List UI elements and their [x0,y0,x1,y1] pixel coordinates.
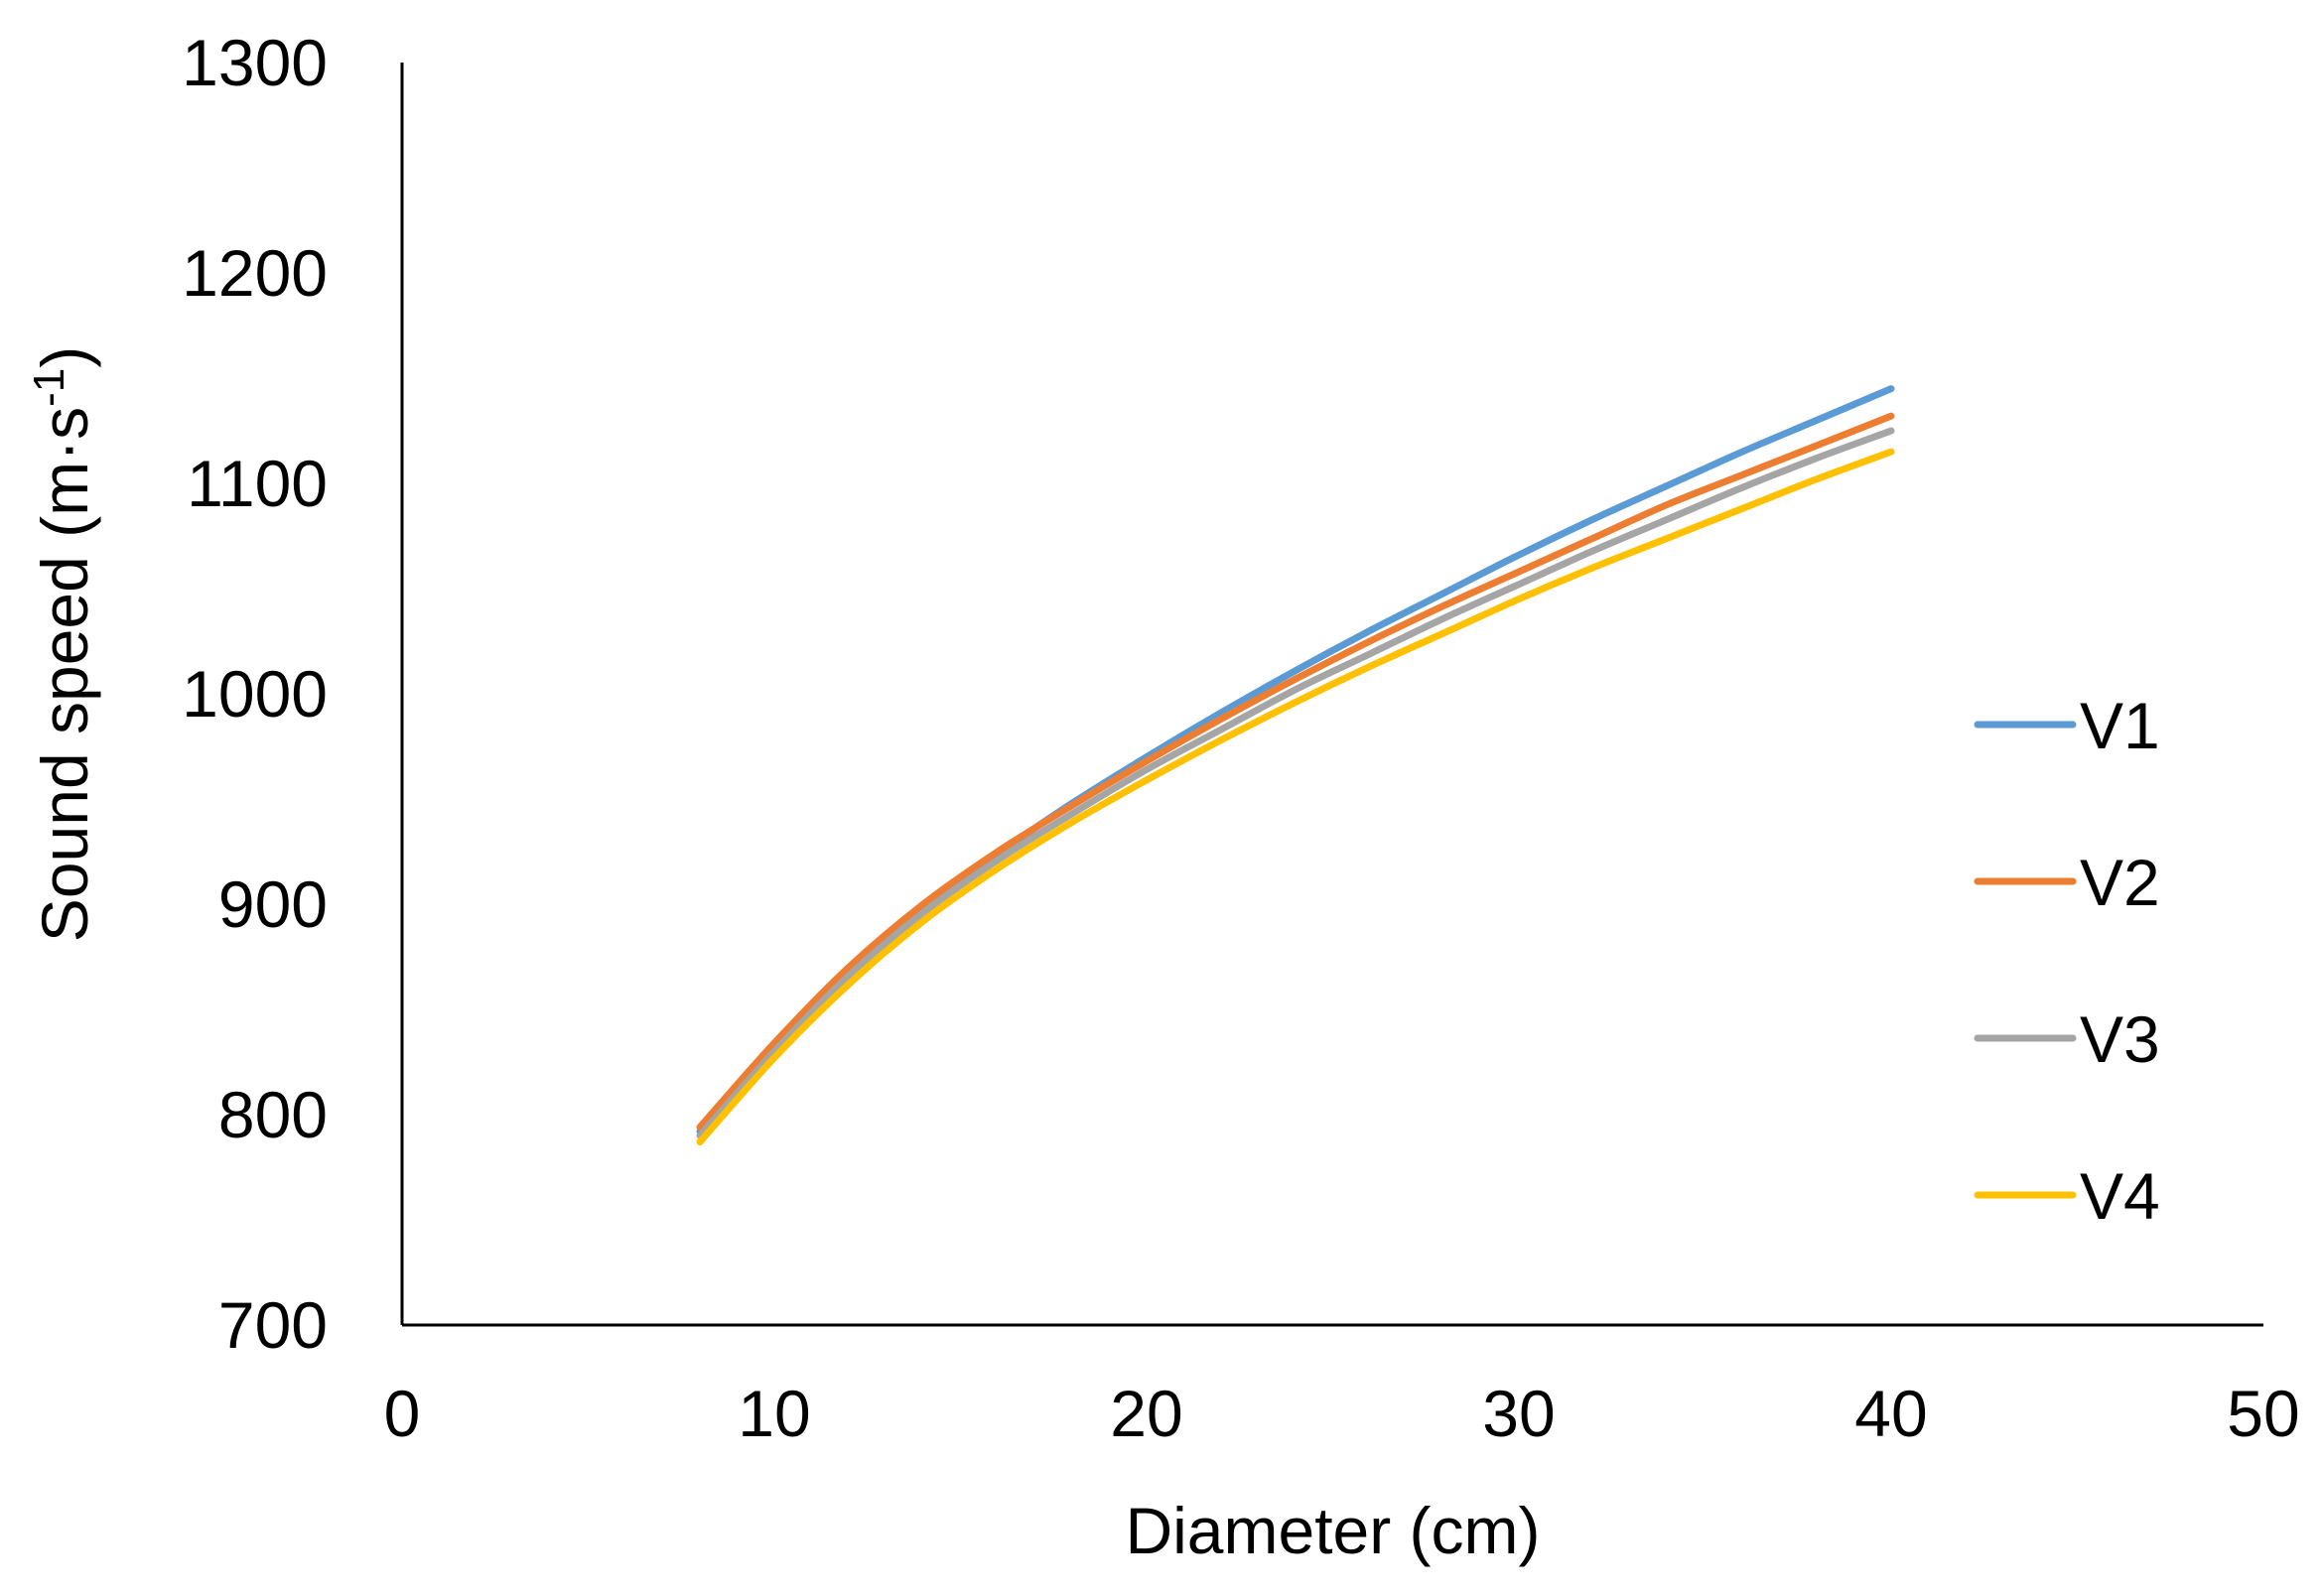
legend: V1 V2 V3 V4 [1974,689,2160,1233]
y-axis-title-superscript: -1 [25,368,73,407]
y-axis-ticks: 700 800 900 1000 1100 1200 1300 [182,26,328,1362]
y-tick-label: 1200 [182,236,328,310]
x-tick-label: 40 [1854,1377,1927,1450]
legend-label-v2: V2 [2080,846,2160,919]
legend-label-v3: V3 [2080,1002,2160,1076]
y-axis-title-close: ) [28,346,101,368]
y-tick-label: 1100 [187,447,328,520]
y-axis-title: Sound speed (m·s-1) [25,346,101,942]
y-tick-label: 700 [218,1288,328,1362]
x-tick-label: 0 [384,1377,421,1450]
series-line-v3 [696,427,1895,1139]
y-tick-label: 900 [218,867,328,941]
legend-label-v4: V4 [2080,1159,2160,1233]
x-axis-title: Diameter (cm) [1125,1494,1540,1567]
series-line-v2 [696,412,1895,1131]
legend-label-v1: V1 [2080,689,2160,762]
x-tick-label: 30 [1482,1377,1555,1450]
y-axis-title-main: Sound speed (m·s [28,407,101,942]
x-tick-label: 10 [738,1377,810,1450]
x-tick-label: 20 [1110,1377,1182,1450]
y-tick-label: 1300 [182,26,328,99]
series-lines [696,385,1895,1146]
x-axis-ticks: 0 10 20 30 40 50 [384,1377,2300,1450]
x-tick-label: 50 [2227,1377,2299,1450]
y-tick-label: 1000 [182,657,328,731]
series-line-v4 [696,448,1895,1146]
y-tick-label: 800 [218,1078,328,1151]
